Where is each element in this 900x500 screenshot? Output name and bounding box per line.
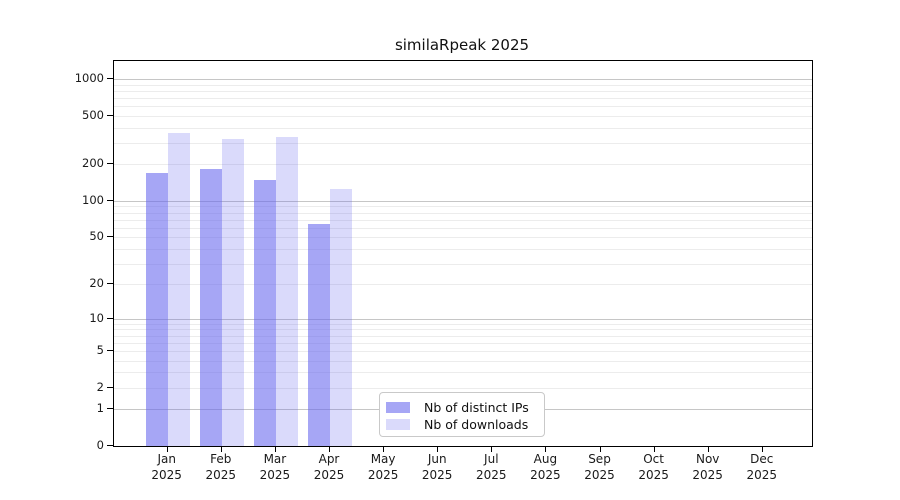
- x-tick-label-apr: Apr 2025: [313, 452, 345, 482]
- y-tick-label-200: 200: [82, 156, 104, 171]
- legend-label-downloads: Nb of downloads: [424, 417, 529, 432]
- x-tick-label-feb: Feb 2025: [205, 452, 237, 482]
- x-tick-label-sep: Sep 2025: [584, 452, 615, 482]
- plot-area: Nb of distinct IPs Nb of downloads: [113, 60, 813, 447]
- y-tick-mark-5: [107, 349, 113, 351]
- x-tick-label-jan: Jan 2025: [151, 452, 182, 482]
- y-tick-label-0: 0: [96, 438, 104, 452]
- gridline-700: [114, 98, 812, 99]
- legend-label-distinct-ips: Nb of distinct IPs: [424, 400, 529, 415]
- gridline-8: [114, 329, 812, 331]
- x-tick-mark-feb: [220, 446, 222, 452]
- y-tick-label-20: 20: [89, 276, 104, 291]
- y-tick-label-50: 50: [89, 229, 104, 244]
- y-tick-mark-100: [107, 199, 113, 201]
- y-tick-mark-50: [107, 236, 113, 238]
- gridline-800: [114, 90, 812, 92]
- gridline-1000: [114, 79, 812, 80]
- bar-distinct-ips-apr: [308, 223, 330, 446]
- x-tick-label-nov: Nov 2025: [692, 452, 723, 482]
- gridline-4: [114, 360, 812, 362]
- gridline-70: [114, 219, 812, 221]
- x-tick-mark-apr: [329, 446, 330, 452]
- gridline-9: [114, 323, 812, 325]
- gridline-5: [114, 350, 812, 352]
- bar-distinct-ips-mar: [253, 179, 276, 446]
- bar-distinct-ips-jan: [145, 172, 168, 446]
- x-tick-label-jun: Jun 2025: [421, 452, 453, 482]
- x-tick-label-aug: Aug 2025: [530, 452, 561, 482]
- y-tick-mark-500: [107, 114, 113, 116]
- x-tick-mark-sep: [599, 446, 601, 452]
- x-tick-label-dec: Dec 2025: [746, 452, 778, 482]
- x-tick-mark-jul: [491, 446, 493, 452]
- y-tick-mark-0: [107, 445, 113, 446]
- gridline-300: [114, 142, 812, 144]
- legend-item-downloads: Nb of downloads: [386, 416, 536, 433]
- y-tick-mark-20: [107, 283, 113, 285]
- y-tick-mark-1: [107, 408, 113, 410]
- bar-distinct-ips-feb: [199, 169, 222, 446]
- gridline-50: [114, 237, 812, 239]
- gridline-200: [114, 164, 812, 166]
- gridline-3: [114, 372, 812, 374]
- x-tick-mark-may: [383, 446, 385, 452]
- gridline-2: [114, 387, 812, 389]
- x-tick-mark-mar: [274, 446, 276, 452]
- gridline-7: [114, 335, 812, 337]
- x-tick-mark-jun: [437, 446, 439, 452]
- gridline-900: [114, 84, 812, 86]
- y-tick-label-500: 500: [82, 107, 104, 122]
- y-tick-label-2: 2: [96, 379, 104, 394]
- legend-swatch-distinct-ips: [386, 402, 410, 413]
- y-tick-label-1000: 1000: [74, 71, 104, 85]
- gridline-20: [114, 284, 812, 286]
- y-tick-label-5: 5: [96, 342, 104, 357]
- gridline-30: [114, 263, 812, 265]
- gridline-40: [114, 248, 812, 250]
- bar-downloads-jan: [167, 133, 190, 446]
- gridline-60: [114, 227, 812, 229]
- x-tick-label-may: May 2025: [367, 452, 399, 482]
- x-tick-label-mar: Mar 2025: [259, 452, 291, 482]
- y-tick-mark-10: [107, 317, 113, 319]
- y-tick-mark-200: [107, 163, 113, 165]
- legend-swatch-downloads: [386, 419, 410, 430]
- bar-downloads-apr: [330, 188, 352, 446]
- gridline-90: [114, 206, 812, 208]
- chart-title: similaRpeak 2025: [394, 36, 530, 54]
- y-tick-mark-1000: [107, 78, 113, 79]
- x-tick-mark-dec: [761, 446, 763, 452]
- gridline-600: [114, 106, 812, 108]
- gridline-6: [114, 342, 812, 344]
- gridline-80: [114, 212, 812, 214]
- gridline-400: [114, 127, 812, 129]
- gridline-10: [114, 318, 812, 320]
- x-tick-label-jul: Jul 2025: [476, 452, 507, 482]
- legend-item-distinct-ips: Nb of distinct IPs: [386, 399, 536, 416]
- y-tick-label-1: 1: [96, 401, 104, 416]
- bar-downloads-mar: [275, 137, 298, 446]
- bar-downloads-feb: [221, 139, 244, 446]
- x-tick-mark-jan: [166, 446, 168, 452]
- y-tick-label-10: 10: [89, 310, 104, 325]
- gridline-100: [114, 200, 812, 202]
- gridline-500: [114, 115, 812, 117]
- x-tick-mark-oct: [653, 446, 655, 452]
- x-tick-mark-nov: [707, 446, 709, 452]
- x-tick-label-oct: Oct 2025: [638, 452, 669, 482]
- y-tick-mark-2: [107, 386, 113, 388]
- legend: Nb of distinct IPs Nb of downloads: [379, 392, 545, 437]
- x-tick-mark-aug: [545, 446, 547, 452]
- y-tick-label-100: 100: [82, 192, 104, 207]
